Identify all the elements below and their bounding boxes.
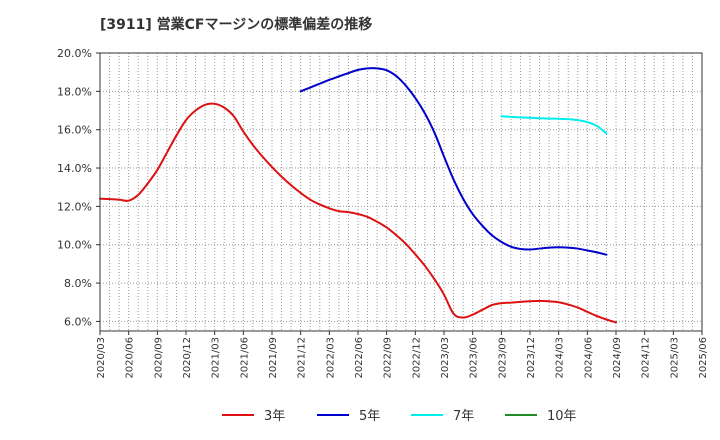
x-tick-label: 2021/06: [239, 337, 250, 379]
y-tick-label: 12.0%: [57, 200, 92, 213]
chart-title: [3911] 営業CFマージンの標準偏差の推移: [100, 16, 372, 33]
y-tick-label: 20.0%: [57, 47, 92, 60]
legend-label-2: 5年: [359, 409, 380, 424]
y-axis-ticks: 6.0% 8.0% 10.0% 12.0% 14.0% 16.0% 18.0% 20.0%: [57, 47, 100, 328]
legend: 3年 5年 7年 10年: [222, 409, 577, 424]
series-line-3: [500, 115, 608, 135]
x-tick-label: 2022/03: [325, 337, 336, 379]
x-tick-label: 2020/06: [125, 337, 136, 379]
series-line-1: [99, 102, 617, 324]
x-tick-label: 2023/06: [469, 337, 480, 379]
x-tick-label: 2021/03: [211, 337, 222, 379]
x-tick-label: 2020/09: [153, 337, 164, 379]
x-tick-label: 2022/09: [383, 337, 394, 379]
x-tick-label: 2020/03: [96, 337, 107, 379]
x-tick-label: 2023/09: [497, 337, 508, 379]
x-tick-label: 2020/12: [182, 337, 193, 379]
x-tick-label: 2024/06: [583, 337, 594, 379]
plot-frame: [99, 52, 703, 332]
x-tick-label: 2023/12: [526, 337, 537, 379]
y-tick-label: 10.0%: [57, 239, 92, 252]
y-tick-label: 8.0%: [64, 277, 92, 290]
legend-label-4: 10年: [547, 409, 577, 424]
y-tick-label: 18.0%: [57, 85, 92, 98]
x-tick-label: 2024/09: [612, 337, 623, 379]
series-layer: [99, 67, 617, 324]
y-tick-label: 14.0%: [57, 162, 92, 175]
legend-label-3: 7年: [453, 409, 474, 424]
x-tick-label: 2023/03: [440, 337, 451, 379]
x-tick-label: 2021/12: [297, 337, 308, 379]
x-tick-label: 2025/06: [698, 337, 709, 379]
grid-layer: [100, 53, 702, 331]
x-axis-ticks: 2020/03 2020/06 2020/09 2020/12 2021/03 2021/…: [96, 331, 709, 379]
x-tick-label: 2025/03: [669, 337, 680, 379]
series-line-2: [299, 67, 608, 256]
x-tick-label: 2024/12: [641, 337, 652, 379]
x-tick-label: 2022/12: [411, 337, 422, 379]
y-tick-label: 6.0%: [64, 315, 92, 328]
legend-label-1: 3年: [264, 409, 285, 424]
y-tick-label: 16.0%: [57, 124, 92, 137]
x-tick-label: 2024/03: [555, 337, 566, 379]
x-tick-label: 2022/06: [354, 337, 365, 379]
x-tick-label: 2021/09: [268, 337, 279, 379]
